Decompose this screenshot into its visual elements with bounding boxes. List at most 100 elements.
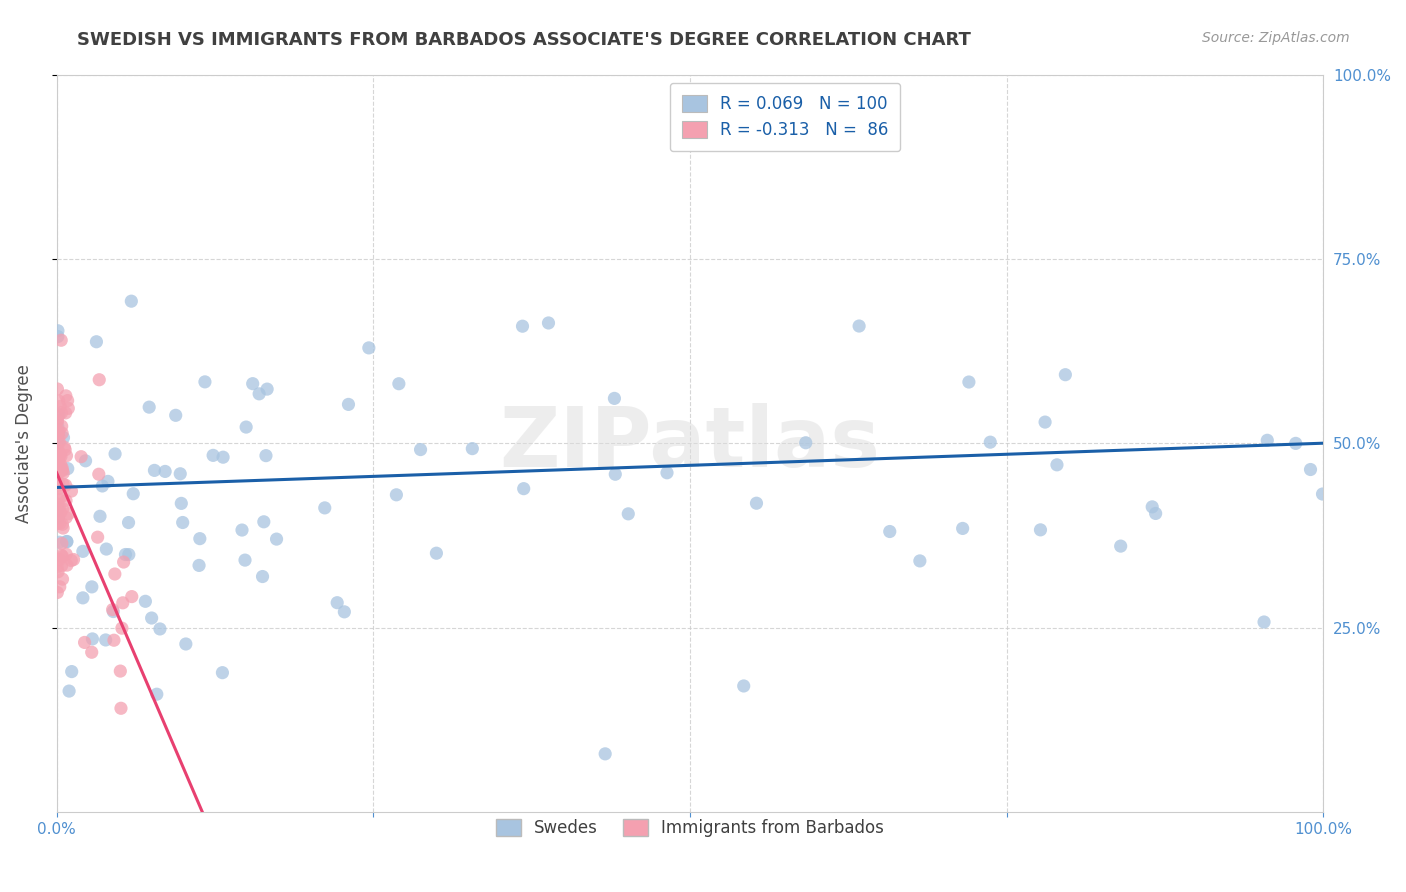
Point [211,665,233,680]
Point [593,747,616,761]
Point [62,552,84,566]
Point [60,665,83,679]
Point [337,397,360,411]
Point [51,406,73,420]
Point [70,450,93,464]
Point [89,509,111,524]
Point [908,554,931,568]
Text: SWEDISH VS IMMIGRANTS FROM BARBADOS ASSOCIATE'S DEGREE CORRELATION CHART: SWEDISH VS IMMIGRANTS FROM BARBADOS ASSO… [77,31,972,49]
Point [112,555,135,569]
Point [46,565,69,579]
Point [314,500,336,515]
Point [794,435,817,450]
Point [512,319,534,334]
Point [82,632,104,646]
Point [51,548,73,562]
Point [51,572,73,586]
Point [51,549,73,564]
Point [1312,487,1334,501]
Point [48,500,70,515]
Point [56,461,79,475]
Point [188,558,211,573]
Point [46,409,69,424]
Point [52,501,75,516]
Point [94,632,117,647]
Point [60,483,83,498]
Point [48,475,70,490]
Point [80,580,103,594]
Point [53,442,76,457]
Point [51,490,73,504]
Point [49,516,72,531]
Point [46,560,69,574]
Point [49,464,72,478]
Point [58,684,80,698]
Point [46,425,69,440]
Point [952,521,974,535]
Point [1033,415,1056,429]
Point [46,511,69,525]
Point [46,443,69,458]
Legend: Swedes, Immigrants from Barbados: Swedes, Immigrants from Barbados [489,813,891,844]
Point [96,542,118,557]
Point [326,596,349,610]
Point [52,466,75,480]
Point [46,508,69,522]
Point [146,687,169,701]
Point [252,569,274,583]
Point [46,414,69,428]
Point [58,507,80,521]
Point [110,664,132,678]
Point [235,420,257,434]
Point [122,487,145,501]
Point [46,456,69,470]
Point [848,319,870,334]
Point [879,524,901,539]
Point [120,294,142,309]
Point [617,507,640,521]
Point [48,552,70,566]
Point [51,333,73,347]
Point [118,548,141,562]
Text: Source: ZipAtlas.com: Source: ZipAtlas.com [1202,31,1350,45]
Point [409,442,432,457]
Point [165,409,187,423]
Point [111,621,134,635]
Point [1299,462,1322,476]
Point [49,449,72,463]
Point [48,506,70,520]
Point [48,482,70,496]
Point [55,449,77,463]
Point [46,516,69,530]
Point [103,605,125,619]
Point [48,450,70,464]
Point [46,415,69,429]
Point [51,462,73,476]
Point [46,501,69,516]
Point [87,467,110,482]
Point [46,467,69,482]
Point [979,435,1001,450]
Point [49,580,72,594]
Point [104,567,127,582]
Point [231,523,253,537]
Point [1285,436,1308,450]
Point [56,558,79,573]
Point [174,637,197,651]
Point [605,467,627,482]
Point [1253,615,1275,629]
Point [97,475,120,489]
Point [55,389,77,403]
Point [134,594,156,608]
Point [46,329,69,343]
Point [461,442,484,456]
Point [89,373,111,387]
Point [745,496,768,510]
Point [1054,368,1077,382]
Point [91,479,114,493]
Point [1109,539,1132,553]
Point [58,401,80,416]
Point [51,419,73,434]
Point [55,478,77,492]
Point [110,701,132,715]
